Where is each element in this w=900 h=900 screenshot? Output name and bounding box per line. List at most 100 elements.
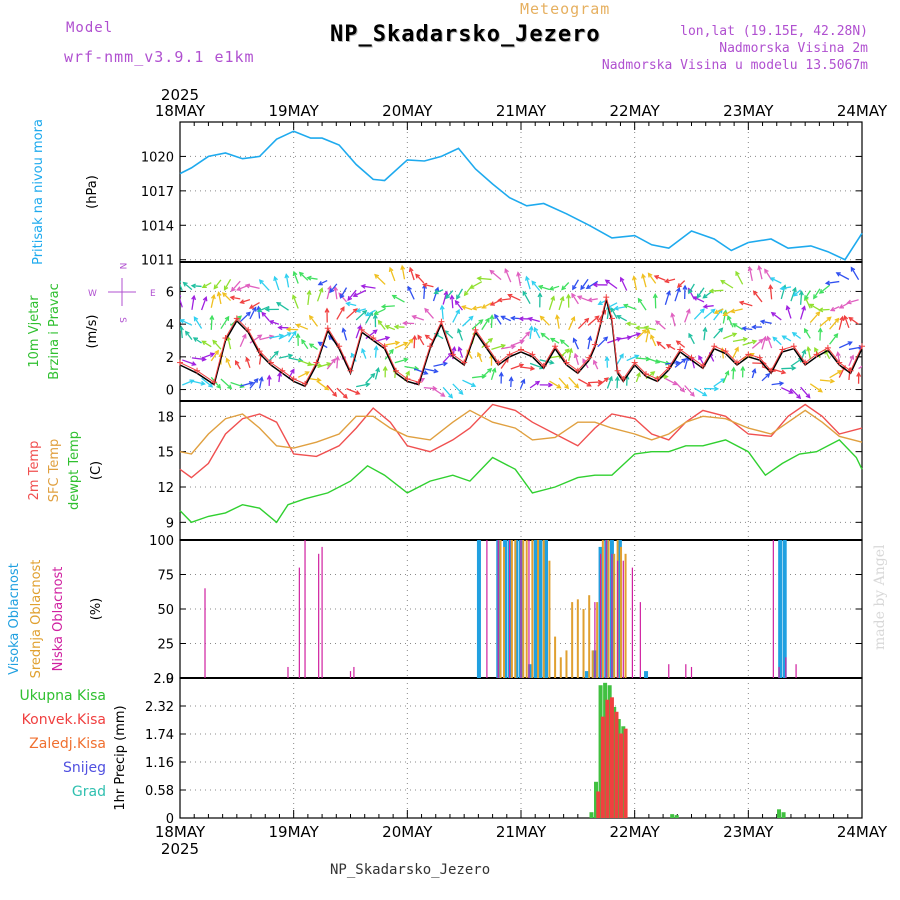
low-cloud-bar: [617, 560, 619, 678]
wind-arrow-shaft: [587, 315, 600, 326]
wind-arrow-shaft: [230, 296, 241, 300]
wind-arrow-head: [331, 358, 336, 364]
wind-arrow-head: [451, 345, 457, 352]
wind-arrow-shaft: [809, 303, 821, 311]
wind-arrow-shaft: [180, 326, 183, 339]
bottom-date-label: 18MAY: [155, 823, 206, 841]
wind-arrow-head: [248, 381, 255, 386]
wind-arrow-shaft: [213, 279, 222, 289]
high-cloud-bar: [584, 671, 589, 678]
wind-arrow-shaft: [510, 377, 512, 388]
wind-arrow-shaft: [374, 368, 380, 380]
wind-arrow-head: [829, 306, 836, 312]
wind-arrow-head: [619, 276, 625, 282]
pressure-ytick-label: 1014: [141, 219, 174, 234]
wind-arrow-shaft: [748, 267, 753, 281]
wind-arrow-shaft: [374, 274, 386, 285]
wind-arrow: [587, 335, 593, 350]
wind-arrow-head: [448, 393, 454, 399]
wind-arrow-head: [241, 333, 247, 339]
wind-arrow-shaft: [848, 317, 859, 325]
wind-arrow-head: [818, 289, 825, 294]
total-precip-bar: [589, 812, 594, 818]
wind-arrow: [184, 330, 193, 340]
wind-arrow-head: [664, 278, 670, 284]
wind-arrow-head: [696, 293, 702, 299]
wind-arrow-shaft: [210, 316, 213, 330]
wind-arrow-shaft: [751, 369, 756, 379]
wind-arrow-shaft: [356, 308, 367, 312]
wind-arrow: [741, 326, 753, 332]
wind-arrow-shaft: [261, 312, 270, 322]
top-date-label: 19MAY: [269, 102, 320, 120]
wind-marker: [677, 346, 684, 353]
wind-marker: [859, 343, 865, 350]
wind-arrow: [471, 319, 484, 330]
wind-arrow-shaft: [355, 310, 367, 321]
wind-arrow: [635, 328, 647, 340]
wind-arrow: [220, 378, 233, 390]
wind-arrow-shaft: [573, 338, 579, 350]
wind-arrow: [665, 377, 678, 386]
temperature-ytick-label: 15: [157, 446, 174, 461]
wind-arrow-shaft: [541, 332, 550, 341]
wind-arrow-head: [713, 386, 720, 392]
wind-arrow-shaft: [819, 284, 831, 294]
wind-arrow-head: [650, 334, 655, 340]
low-cloud-bar: [795, 664, 797, 678]
wind-arrow-shaft: [217, 292, 222, 305]
wind-arrow-shaft: [356, 383, 370, 388]
wind-marker: [177, 359, 183, 366]
wind-arrow-head: [550, 295, 556, 301]
wind-arrow-head: [791, 365, 797, 371]
wind-arrow: [291, 294, 299, 309]
wind-arrow: [489, 269, 502, 281]
wind-arrow-head: [835, 272, 841, 277]
wind-arrow-shaft: [278, 332, 292, 340]
wind-arrow-head: [212, 339, 218, 345]
wind-arrow: [838, 315, 845, 330]
wind-arrow-shaft: [365, 373, 375, 384]
wind-arrow: [385, 340, 401, 346]
wind-arrow: [412, 334, 418, 349]
wind-arrow-shaft: [309, 343, 318, 350]
wind-arrow-shaft: [529, 380, 540, 389]
top-date-label: 21MAY: [496, 102, 547, 120]
wind-arrow-shaft: [451, 295, 454, 309]
wind-marker: [313, 359, 320, 366]
wind-arrow-head: [292, 270, 298, 277]
wind-arrow-head: [585, 284, 591, 290]
high-cloud-bar: [476, 540, 481, 678]
wind-arrow-shaft: [522, 291, 531, 304]
wind-arrow-head: [400, 264, 406, 271]
wind-arrow: [374, 366, 381, 380]
cloud-ytick-label: 25: [157, 638, 174, 653]
wind-arrow-head: [837, 370, 843, 375]
wind-arrow-shaft: [693, 308, 705, 320]
bottom-date-label: 24MAY: [837, 823, 888, 841]
wind-arrow: [664, 278, 676, 284]
wind-arrow: [244, 283, 260, 290]
wind-arrow-head: [384, 335, 391, 341]
wind-arrow: [407, 285, 415, 300]
wind-arrow-head: [223, 285, 229, 291]
wind-marker: [358, 326, 365, 333]
wind-arrow: [572, 279, 579, 291]
wind-arrow-shaft: [222, 292, 232, 302]
cloud-axis-label-2: Srednja Oblacnost: [29, 560, 44, 679]
wind-arrow-head: [524, 275, 530, 281]
pressure-ytick-label: 1020: [141, 150, 174, 165]
wind-ytick-label: 6: [166, 285, 174, 300]
wind-arrow-head: [258, 279, 264, 285]
wind-arrow-head: [229, 295, 235, 301]
wind-arrow-head: [556, 383, 562, 389]
wind-arrow-shaft: [239, 334, 247, 348]
wind-arrow: [519, 331, 531, 343]
low-cloud-bar: [497, 540, 499, 678]
wind-arrow-head: [469, 284, 475, 289]
wind-arrow-shaft: [276, 302, 289, 311]
wind-arrow: [278, 353, 294, 359]
wind-arrow: [792, 289, 802, 297]
wind-arrow-head: [688, 289, 693, 295]
wind-arrow-head: [380, 304, 387, 310]
